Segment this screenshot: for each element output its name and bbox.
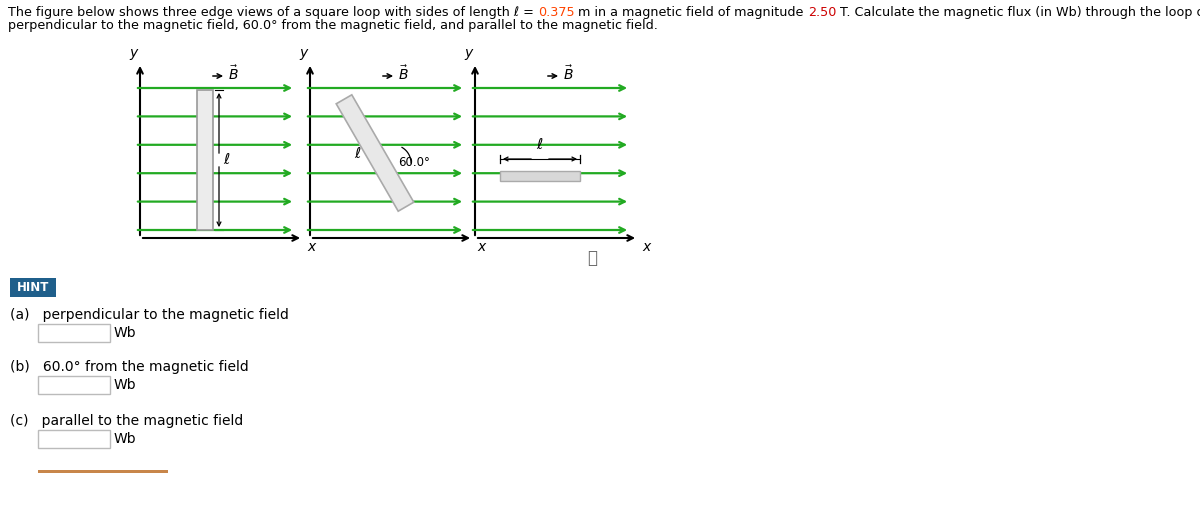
Text: (b)   60.0° from the magnetic field: (b) 60.0° from the magnetic field bbox=[10, 360, 248, 374]
Text: $\vec{B}$: $\vec{B}$ bbox=[563, 65, 574, 83]
Bar bbox=[38, 376, 110, 394]
Text: 60.0°: 60.0° bbox=[398, 156, 430, 170]
Text: $\ell$: $\ell$ bbox=[354, 145, 362, 160]
FancyBboxPatch shape bbox=[10, 278, 56, 297]
Text: x: x bbox=[478, 240, 485, 254]
Text: Wb: Wb bbox=[114, 326, 137, 340]
Text: $\ell$: $\ell$ bbox=[536, 137, 544, 152]
Text: Wb: Wb bbox=[114, 432, 137, 446]
Bar bbox=[38, 470, 168, 473]
Text: x: x bbox=[307, 240, 316, 254]
Text: y: y bbox=[464, 46, 472, 60]
Text: x: x bbox=[642, 240, 650, 254]
Bar bbox=[38, 324, 110, 342]
Bar bbox=[38, 430, 110, 448]
Text: m in a magnetic field of magnitude: m in a magnetic field of magnitude bbox=[575, 6, 808, 19]
Text: 0.375: 0.375 bbox=[538, 6, 575, 19]
Text: Wb: Wb bbox=[114, 378, 137, 392]
Text: y: y bbox=[299, 46, 307, 60]
Text: (c)   parallel to the magnetic field: (c) parallel to the magnetic field bbox=[10, 414, 244, 428]
Text: The figure below shows three edge views of a square loop with sides of length ℓ : The figure below shows three edge views … bbox=[8, 6, 538, 19]
Polygon shape bbox=[336, 95, 414, 211]
Text: $\vec{B}$: $\vec{B}$ bbox=[228, 65, 239, 83]
Text: $\vec{B}$: $\vec{B}$ bbox=[398, 65, 409, 83]
Text: 2.50: 2.50 bbox=[808, 6, 836, 19]
Text: perpendicular to the magnetic field, 60.0° from the magnetic field, and parallel: perpendicular to the magnetic field, 60.… bbox=[8, 19, 658, 32]
Bar bbox=[197, 90, 214, 230]
Text: (a)   perpendicular to the magnetic field: (a) perpendicular to the magnetic field bbox=[10, 308, 289, 322]
Text: T. Calculate the magnetic flux (in Wb) through the loop oriented: T. Calculate the magnetic flux (in Wb) t… bbox=[836, 6, 1200, 19]
Text: HINT: HINT bbox=[17, 281, 49, 294]
Text: y: y bbox=[128, 46, 137, 60]
Text: $\ell$: $\ell$ bbox=[223, 153, 230, 168]
Bar bbox=[500, 171, 580, 181]
Text: ⓘ: ⓘ bbox=[587, 249, 598, 267]
